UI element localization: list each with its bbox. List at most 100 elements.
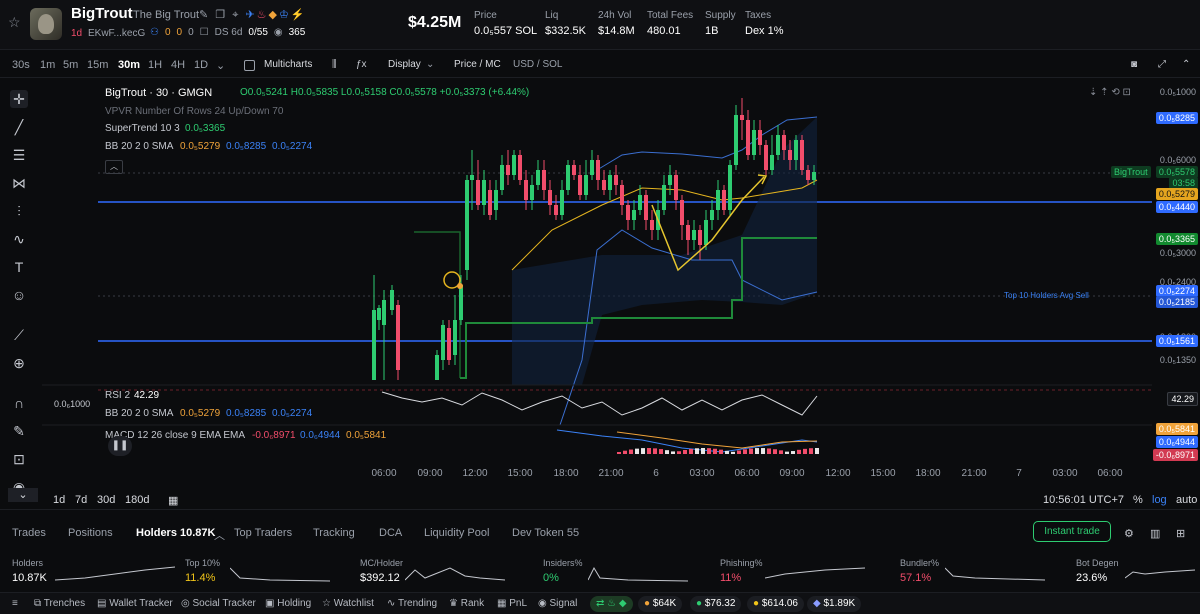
multicharts-checkbox[interactable] [244, 60, 255, 71]
percent-toggle[interactable]: % [1133, 494, 1143, 506]
layout-icon[interactable]: ▥ [1150, 528, 1161, 540]
token-action-icons[interactable]: ✎ ❐ ⌖ ✈♨◆♔⚡ [199, 9, 307, 21]
collapse-icon[interactable]: ⌃ [1182, 59, 1191, 70]
wrap-icon[interactable]: ≡ [12, 598, 18, 609]
display-chevron-icon[interactable]: ⌄ [426, 59, 435, 70]
timeframe-5m[interactable]: 5m [63, 59, 79, 71]
candle-type-icon[interactable]: ⫼ [332, 59, 337, 70]
time-label: 21:00 [598, 468, 624, 479]
tab-tracking[interactable]: Tracking [313, 527, 355, 539]
candle-body [396, 305, 400, 370]
footer-wallet-tracker[interactable]: ▤ Wallet Tracker [97, 598, 173, 609]
bb2-label: BB 20 2 0 SMA [105, 408, 174, 419]
token-name: BigTrout [71, 5, 133, 22]
range-180d[interactable]: 180d [125, 494, 150, 506]
quick-actions-pill[interactable]: ⇄ ♨ ◆ [590, 596, 633, 612]
fib-icon[interactable]: ⫶ [17, 203, 21, 219]
magnet-icon[interactable]: ∩ [13, 395, 25, 411]
tab-positions[interactable]: Positions [68, 527, 113, 539]
horizontal-lines-icon[interactable]: ☰ [12, 147, 26, 163]
timeframe-30s[interactable]: 30s [12, 59, 30, 71]
pattern-icon[interactable]: ∿ [13, 231, 25, 247]
candle-body [650, 220, 654, 230]
tab-holders[interactable]: Holders 10.87K [136, 527, 216, 539]
footer-trenches[interactable]: ⧉ Trenches [34, 598, 86, 609]
camera-icon[interactable]: ◙ [1131, 59, 1138, 70]
instant-trade-button[interactable]: Instant trade [1033, 521, 1111, 542]
timeframe-4h[interactable]: 4H [171, 59, 186, 71]
contract-address[interactable]: EKwF...kecG [88, 28, 146, 39]
auto-toggle[interactable]: auto [1176, 494, 1198, 506]
price-mc-toggle[interactable]: Price / MC [454, 59, 501, 70]
tab-dev-token[interactable]: Dev Token 55 [512, 527, 580, 539]
range-7d[interactable]: 7d [75, 494, 88, 506]
expand-icon[interactable]: ⊞ [1176, 528, 1186, 540]
footer-watchlist[interactable]: ☆ Watchlist [322, 598, 374, 609]
trendline-icon[interactable]: ╱ [14, 119, 24, 135]
tab-top-traders[interactable]: Top Traders [234, 527, 293, 539]
candle-body [752, 130, 756, 155]
tab-trades[interactable]: Trades [12, 527, 46, 539]
legend-collapse-icon[interactable]: ︿ [105, 160, 123, 174]
token-header: ☆ BigTrout The Big Trout ✎ ❐ ⌖ ✈♨◆♔⚡ 1d … [0, 0, 1200, 50]
chevron-down-icon[interactable]: ⌄ [216, 60, 226, 72]
range-30d[interactable]: 30d [97, 494, 116, 506]
footer-rank[interactable]: ♛ Rank [449, 598, 485, 609]
btc-price-pill[interactable]: ● $64K [638, 596, 683, 612]
macd-histogram-bar [797, 449, 801, 454]
footer-signal[interactable]: ◉ Signal [538, 598, 578, 609]
timeframe-30m[interactable]: 30m [118, 59, 141, 71]
candle-body [548, 190, 552, 205]
timeframe-15m[interactable]: 15m [87, 59, 109, 71]
chat-icon[interactable]: ☐ [199, 27, 209, 38]
candle-body [554, 205, 558, 215]
log-toggle[interactable]: log [1152, 494, 1167, 506]
range-1d[interactable]: 1d [53, 494, 66, 506]
bnb-price-pill[interactable]: ● $614.06 [747, 596, 804, 612]
footer-social-tracker[interactable]: ◎ Social Tracker [181, 598, 256, 609]
insiders-sparkline [588, 566, 688, 582]
timeframe-1h[interactable]: 1H [148, 59, 163, 71]
usd-sol-toggle[interactable]: USD / SOL [513, 59, 563, 70]
timeframe-1m[interactable]: 1m [40, 59, 56, 71]
eth-price-pill[interactable]: ◆ $1.89K [807, 596, 862, 612]
ruler-icon[interactable]: ⟋ [14, 327, 24, 343]
tab-dca[interactable]: DCA [379, 527, 403, 539]
chart-pane-controls[interactable]: ⇣ ⇡ ⟲ ⊡ [1089, 87, 1131, 98]
indicators-icon[interactable]: ƒx [356, 59, 367, 70]
vpvr-legend: VPVR Number Of Rows 24 Up/Down 70 [105, 106, 284, 117]
text-icon[interactable]: T [14, 259, 24, 275]
macd-histogram-bar [617, 452, 621, 454]
crosshair-icon[interactable]: ✛ [10, 90, 28, 108]
candle-body [758, 130, 762, 145]
macd-histogram-bar [773, 449, 777, 454]
lock-icon[interactable]: ⊡ [13, 451, 25, 467]
footer-trending[interactable]: ∿ Trending [387, 598, 438, 609]
zoom-icon[interactable]: ⊕ [13, 355, 25, 371]
settings-icon[interactable]: ⚙ [1124, 528, 1134, 540]
pause-icon[interactable]: ❚❚ [108, 436, 132, 456]
time-axis[interactable]: 06:00 09:00 12:00 15:00 18:00 21:00 6 03… [42, 466, 1152, 482]
timeframe-1d[interactable]: 1D [194, 59, 209, 71]
emoji-icon[interactable]: ☺ [11, 287, 27, 303]
tab-liquidity-pool[interactable]: Liquidity Pool [424, 527, 490, 539]
footer-holding[interactable]: ▣ Holding [265, 598, 312, 609]
price-chart[interactable] [42, 80, 1152, 490]
favorite-star-icon[interactable]: ☆ [8, 14, 21, 30]
bb2-basis: 0.0₅5279 [180, 408, 221, 419]
holders-chevron-icon[interactable]: ︿ [214, 530, 225, 542]
price-scale[interactable]: 0.0₅1000 0.0₅8285 0.0₅6000 0.0₅5578 03:5… [1152, 80, 1200, 462]
clock: 10:56:01 UTC+7 [1043, 494, 1125, 506]
calendar-icon[interactable]: ▦ [168, 495, 179, 507]
pitchfork-icon[interactable]: ⋈ [12, 175, 26, 191]
fullscreen-icon[interactable]: ⤢ [1158, 59, 1166, 70]
price-label: 0.0₅1000 [1159, 87, 1196, 97]
lock-drawing-icon[interactable]: ✎ [13, 423, 25, 439]
multicharts-label[interactable]: Multicharts [264, 59, 313, 70]
candle-body [459, 285, 463, 320]
time-label: 03:00 [1052, 468, 1078, 479]
footer-pnl[interactable]: ▦ PnL [497, 598, 528, 609]
display-dropdown[interactable]: Display [388, 59, 421, 70]
sol-price-pill[interactable]: ● $76.32 [690, 596, 742, 612]
collapse-chevron-icon[interactable]: ⌄ [8, 488, 38, 502]
